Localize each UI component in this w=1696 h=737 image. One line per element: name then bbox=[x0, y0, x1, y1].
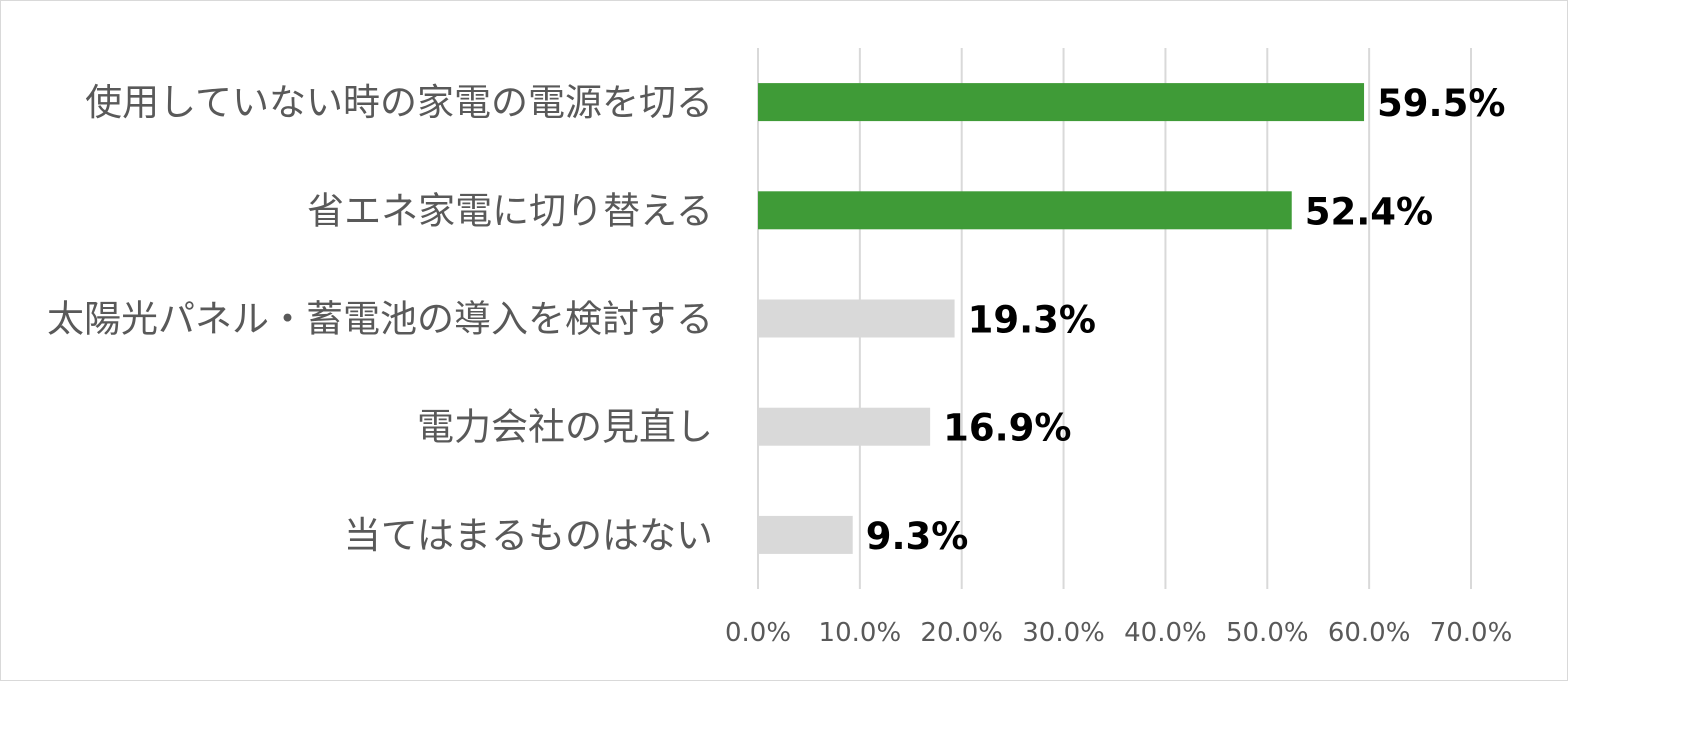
data-label: 19.3% bbox=[968, 299, 1096, 342]
category-label: 当てはまるものはない bbox=[344, 514, 713, 557]
data-labels: 59.5% 52.4% 19.3% 16.9% 9.3% bbox=[866, 82, 1506, 558]
x-tick-label: 60.0% bbox=[1328, 618, 1411, 648]
bar bbox=[758, 407, 931, 446]
x-tick-label: 10.0% bbox=[819, 618, 902, 648]
x-tick-label: 40.0% bbox=[1124, 618, 1207, 648]
gridlines bbox=[757, 48, 1472, 589]
bars bbox=[758, 83, 1365, 554]
chart-frame: 使用していない時の家電の電源を切る省エネ家電に切り替える太陽光パネル・蓄電池の導… bbox=[0, 0, 1568, 681]
bar bbox=[758, 191, 1292, 230]
bar bbox=[758, 515, 853, 554]
category-label: 太陽光パネル・蓄電池の導入を検討する bbox=[47, 298, 713, 341]
category-label: 省エネ家電に切り替える bbox=[307, 189, 713, 232]
category-label: 使用していない時の家電の電源を切る bbox=[85, 81, 713, 124]
x-tick-label: 0.0% bbox=[725, 618, 791, 648]
x-tick-label: 50.0% bbox=[1226, 618, 1309, 648]
data-label: 9.3% bbox=[866, 515, 969, 558]
bar-chart: 使用していない時の家電の電源を切る省エネ家電に切り替える太陽光パネル・蓄電池の導… bbox=[47, 48, 1512, 648]
category-labels: 使用していない時の家電の電源を切る省エネ家電に切り替える太陽光パネル・蓄電池の導… bbox=[47, 81, 713, 557]
x-axis-tick-labels: 0.0% 10.0% 20.0% 30.0% 40.0% 50.0% 60.0% 70.0% bbox=[725, 618, 1512, 648]
x-tick-label: 20.0% bbox=[920, 618, 1003, 648]
data-label: 52.4% bbox=[1305, 190, 1433, 233]
x-tick-label: 70.0% bbox=[1430, 618, 1513, 648]
data-label: 59.5% bbox=[1377, 82, 1505, 125]
bar bbox=[758, 299, 955, 338]
bar bbox=[758, 83, 1365, 122]
x-tick-label: 30.0% bbox=[1022, 618, 1105, 648]
category-label: 電力会社の見直し bbox=[417, 406, 713, 449]
data-label: 16.9% bbox=[943, 407, 1071, 450]
